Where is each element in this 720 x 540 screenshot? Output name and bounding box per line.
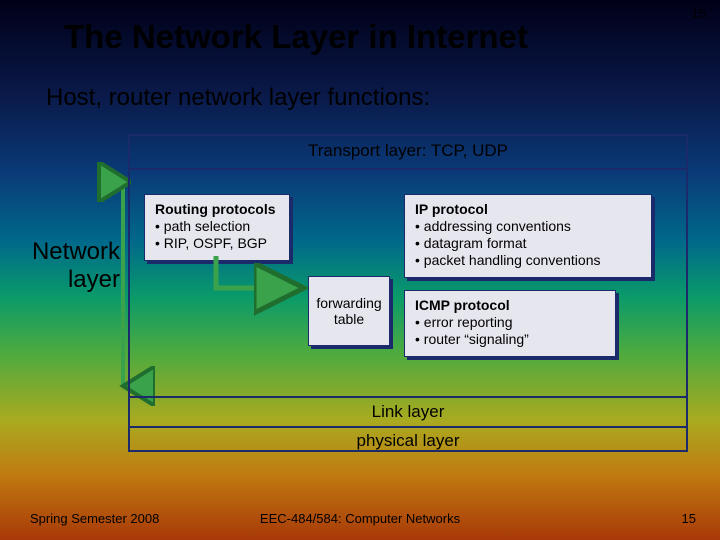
icmp-protocol-box: ICMP protocol • error reporting • router… — [404, 290, 616, 357]
footer-center: EEC-484/584: Computer Networks — [0, 511, 720, 526]
icmp-bullet-2: • router “signaling” — [415, 331, 529, 347]
link-layer-box: Link layer — [128, 396, 688, 426]
routing-to-fwd-arrow-icon — [208, 252, 328, 312]
physical-layer-box: physical layer — [128, 426, 688, 454]
icmp-header: ICMP protocol — [415, 297, 605, 314]
ip-bullet-3: • packet handling conventions — [415, 252, 600, 268]
network-layer-label-line2: layer — [68, 266, 120, 293]
footer-right: 15 — [682, 511, 696, 526]
routing-bullet-1: • path selection — [155, 218, 250, 234]
ip-protocol-box: IP protocol • addressing conventions • d… — [404, 194, 652, 278]
ip-header: IP protocol — [415, 201, 641, 218]
transport-layer-box: Transport layer: TCP, UDP — [128, 134, 688, 170]
ip-bullet-2: • datagram format — [415, 235, 527, 251]
page-number-top: 15 — [692, 6, 706, 21]
routing-bullet-2: • RIP, OSPF, BGP — [155, 235, 267, 251]
network-layer-area: Routing protocols • path selection • RIP… — [128, 170, 688, 396]
slide: 15 The Network Layer in Internet Host, r… — [0, 0, 720, 540]
fwd-table-label-2: table — [334, 311, 364, 327]
network-layer-label-line1: Network — [32, 238, 120, 265]
page-title: The Network Layer in Internet — [64, 18, 528, 56]
network-layer-label: Network layer — [10, 238, 120, 294]
icmp-bullet-1: • error reporting — [415, 314, 513, 330]
subtitle: Host, router network layer functions: — [46, 84, 430, 112]
routing-protocols-box: Routing protocols • path selection • RIP… — [144, 194, 290, 261]
routing-header: Routing protocols — [155, 201, 279, 218]
ip-bullet-1: • addressing conventions — [415, 218, 571, 234]
